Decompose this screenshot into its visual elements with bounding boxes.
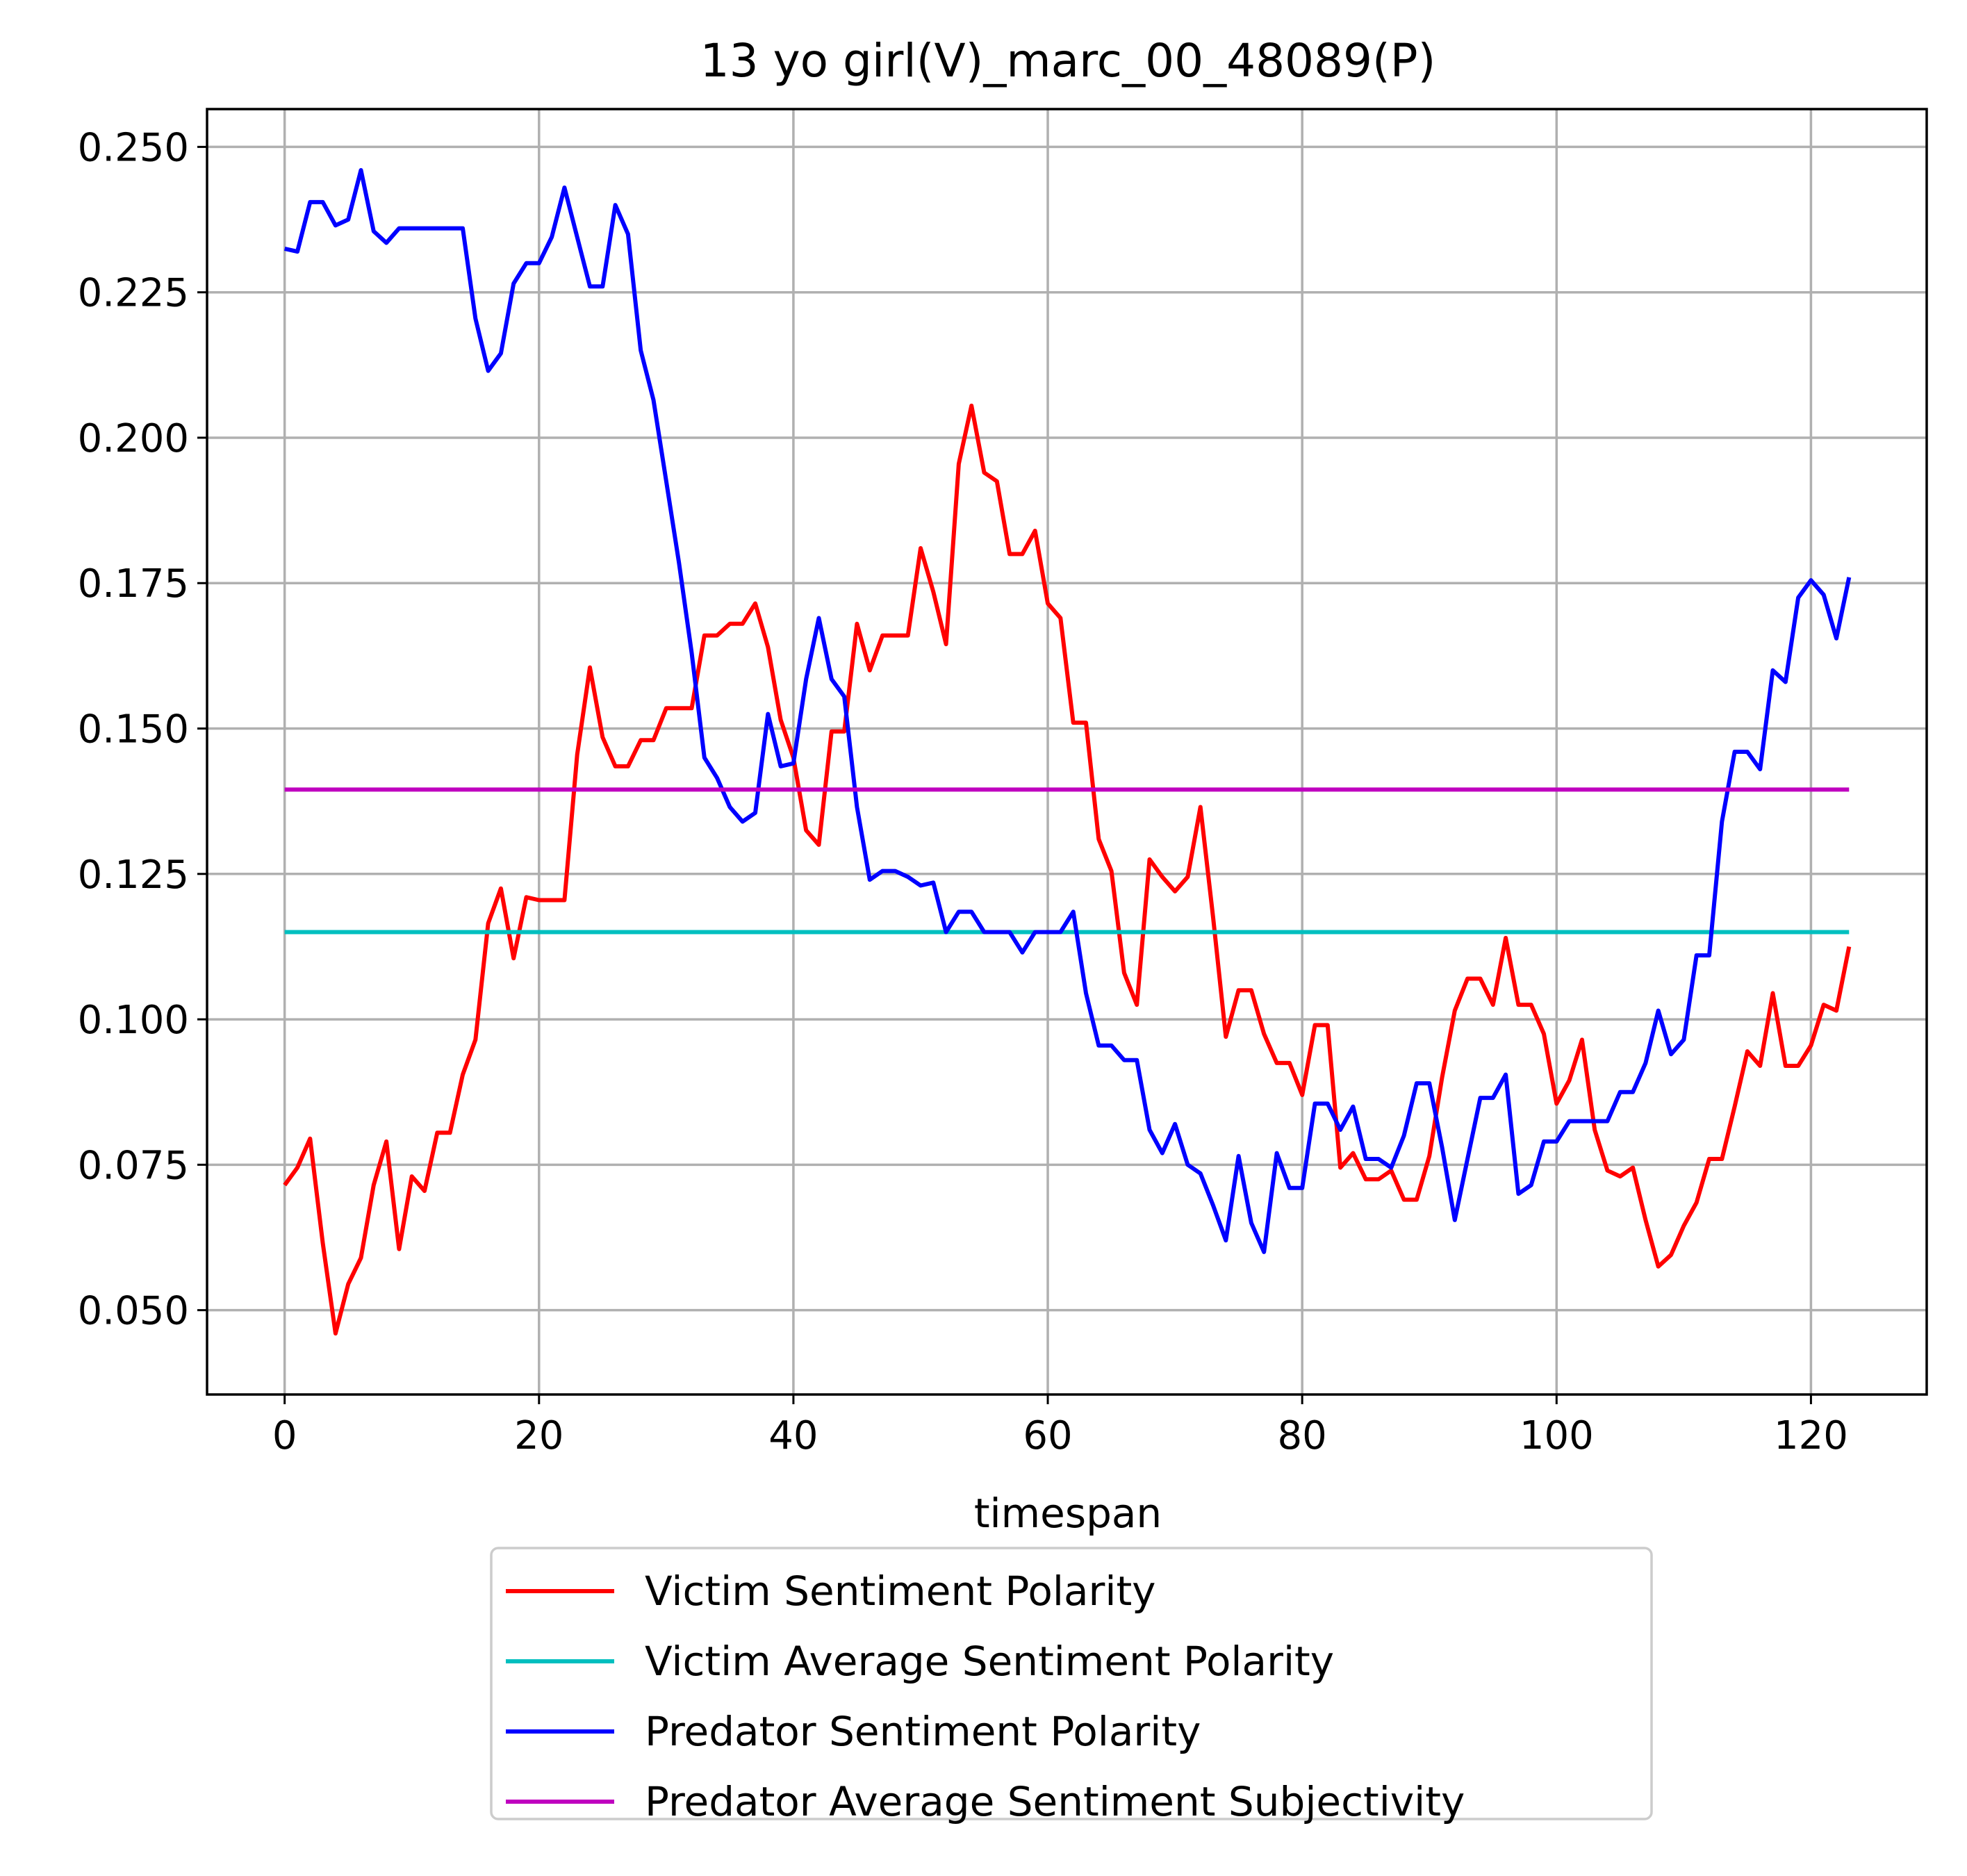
x-tick-label: 60 — [1023, 1413, 1072, 1458]
legend-label: Predator Sentiment Polarity — [645, 1708, 1201, 1755]
series-lines — [283, 167, 1852, 1336]
y-tick-label: 0.225 — [78, 271, 189, 316]
x-tick-label: 40 — [768, 1413, 818, 1458]
plot-area — [207, 109, 1927, 1394]
y-tick-label: 0.125 — [78, 853, 189, 898]
legend-label: Victim Average Sentiment Polarity — [645, 1638, 1334, 1685]
gridlines — [207, 109, 1927, 1394]
predator-sentiment-polarity-line — [284, 167, 1852, 1254]
y-tick-label: 0.175 — [78, 561, 189, 607]
y-tick-label: 0.200 — [78, 416, 189, 461]
plot-frame — [206, 108, 1928, 1396]
x-axis-ticks: 0 20 40 60 80 100 120 — [272, 1394, 1848, 1458]
x-tick-label: 80 — [1278, 1413, 1327, 1458]
x-tick-label: 100 — [1520, 1413, 1594, 1458]
y-tick-label: 0.075 — [78, 1143, 189, 1188]
chart-title: 13 yo girl(V)_marc_00_48089(P) — [700, 34, 1436, 88]
x-tick-label: 0 — [272, 1413, 297, 1458]
legend-label: Predator Average Sentiment Subjectivity — [645, 1778, 1465, 1825]
y-axis-ticks: 0.050 0.075 0.100 0.125 0.150 0.175 0.200 0.225… — [78, 125, 207, 1334]
legend: Victim Sentiment Polarity Victim Average … — [490, 1547, 1653, 1825]
legend-box — [490, 1547, 1653, 1820]
y-tick-label: 0.150 — [78, 707, 189, 752]
victim-sentiment-polarity-line — [283, 403, 1852, 1336]
y-tick-label: 0.250 — [78, 125, 189, 170]
y-tick-label: 0.100 — [78, 998, 189, 1043]
legend-label: Victim Sentiment Polarity — [645, 1568, 1156, 1615]
x-axis-label: timespan — [974, 1490, 1162, 1537]
y-tick-label: 0.050 — [78, 1289, 189, 1334]
x-tick-label: 20 — [514, 1413, 563, 1458]
x-tick-label: 120 — [1774, 1413, 1848, 1458]
